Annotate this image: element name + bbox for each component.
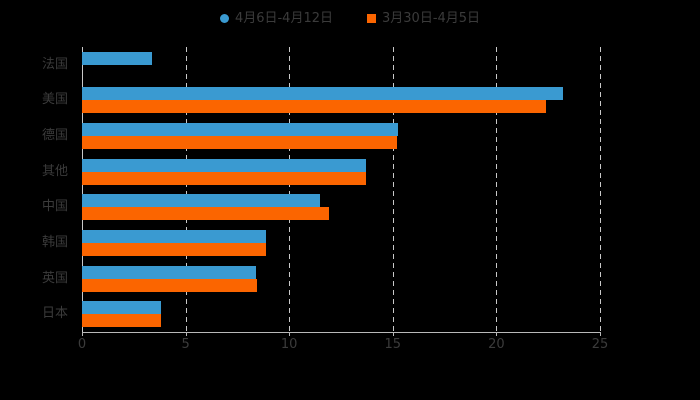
bar-group — [82, 194, 600, 221]
bar-group — [82, 301, 600, 328]
bar[interactable] — [82, 136, 397, 150]
bar[interactable] — [82, 242, 267, 256]
bar-group — [82, 87, 600, 114]
x-tick-label-0: 0 — [77, 337, 87, 352]
bar[interactable] — [82, 171, 366, 185]
y-axis-label-7: 日本 — [41, 306, 68, 322]
y-axis-label-0: 法国 — [41, 56, 68, 72]
bar[interactable] — [82, 123, 398, 137]
bar-group — [82, 158, 600, 185]
bar-group — [82, 123, 600, 150]
x-tick-0 — [82, 332, 83, 336]
x-axis-line — [82, 332, 601, 333]
bar-group — [82, 51, 600, 78]
gridline-x-20 — [496, 47, 498, 332]
gridline-x-25 — [600, 47, 601, 332]
x-tick-label-25: 25 — [591, 337, 609, 352]
y-axis-label-3: 其他 — [41, 163, 68, 179]
y-axis-label-1: 美国 — [41, 92, 68, 108]
legend-marker-square-icon — [367, 13, 376, 23]
bar[interactable] — [82, 301, 161, 315]
legend-item-series-1[interactable]: 3月30日-4月5日 — [367, 12, 480, 25]
bar-group — [82, 265, 600, 292]
x-tick-label-20: 20 — [488, 337, 505, 352]
y-axis-label-5: 韩国 — [41, 234, 68, 250]
gridline-x-0 — [82, 47, 83, 332]
gridline-x-15 — [392, 47, 394, 332]
gridline-x-10 — [289, 47, 291, 332]
x-tick-5 — [185, 332, 187, 336]
bar[interactable] — [82, 278, 258, 292]
bar[interactable] — [82, 229, 267, 243]
bar-group — [82, 229, 600, 256]
legend-item-series-0[interactable]: 4月6日-4月12日 — [219, 10, 333, 26]
y-axis-label-6: 英国 — [41, 270, 68, 286]
legend-label-series-1: 3月30日-4月5日 — [382, 10, 481, 26]
legend-label-series-0: 4月6日-4月12日 — [234, 10, 333, 26]
gridline-x-5 — [185, 47, 187, 332]
x-tick-label-5: 5 — [181, 337, 190, 352]
x-tick-20 — [496, 332, 498, 336]
x-tick-label-10: 10 — [280, 337, 298, 352]
bar[interactable] — [82, 207, 329, 221]
bar[interactable] — [82, 158, 366, 172]
bar[interactable] — [82, 314, 161, 328]
bar[interactable] — [82, 194, 321, 208]
bar[interactable] — [82, 265, 257, 279]
plot-area — [82, 47, 601, 332]
bar[interactable] — [82, 87, 563, 101]
x-tick-label-15: 15 — [384, 337, 402, 352]
x-tick-10 — [289, 332, 291, 336]
y-axis-label-4: 中国 — [41, 199, 68, 215]
chart-legend: 4月6日-4月12日 3月30日-4月5日 — [0, 7, 700, 29]
bar[interactable] — [82, 51, 153, 65]
x-tick-15 — [392, 332, 394, 336]
y-axis-label-2: 德国 — [41, 128, 68, 144]
bar[interactable] — [82, 100, 547, 114]
legend-marker-circle-icon — [219, 13, 229, 23]
x-tick-25 — [600, 332, 601, 336]
